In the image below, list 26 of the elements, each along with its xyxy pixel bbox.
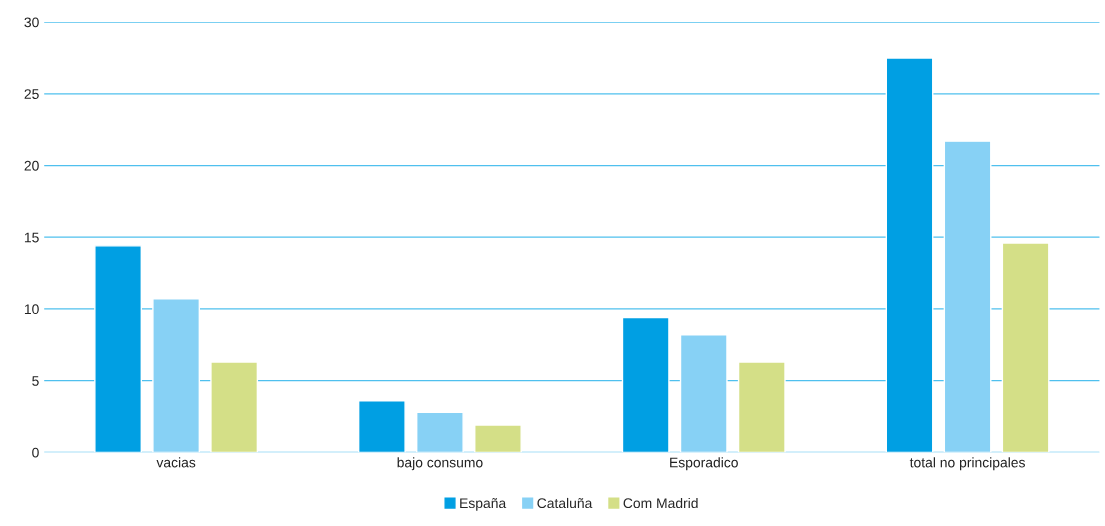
y-tick-label: 15 bbox=[24, 232, 39, 243]
y-tick-label: 30 bbox=[24, 17, 39, 28]
legend-label: Com Madrid bbox=[623, 497, 698, 509]
bar bbox=[943, 140, 992, 453]
bar bbox=[94, 245, 142, 453]
x-tick-label: vacias bbox=[156, 457, 196, 468]
y-tick-label: 25 bbox=[24, 89, 39, 99]
y-tick-label: 20 bbox=[24, 160, 39, 171]
bar bbox=[885, 57, 934, 453]
bar bbox=[737, 361, 786, 453]
legend-label: Cataluña bbox=[537, 497, 593, 509]
bar bbox=[152, 298, 201, 453]
bar bbox=[1001, 242, 1050, 453]
x-tick-label: total no principales bbox=[909, 457, 1025, 471]
bar bbox=[679, 334, 728, 453]
legend-label: España bbox=[460, 498, 507, 511]
y-tick-label: 5 bbox=[32, 376, 39, 386]
x-tick-label: Esporadico bbox=[670, 457, 738, 471]
x-tick-label: bajo consumo bbox=[397, 457, 483, 471]
bar bbox=[621, 316, 670, 453]
bar bbox=[474, 424, 522, 453]
y-tick-label: 10 bbox=[24, 304, 39, 315]
bar bbox=[357, 400, 406, 453]
bar bbox=[210, 361, 259, 453]
bar bbox=[416, 411, 464, 453]
y-tick-label: 0 bbox=[32, 447, 39, 458]
